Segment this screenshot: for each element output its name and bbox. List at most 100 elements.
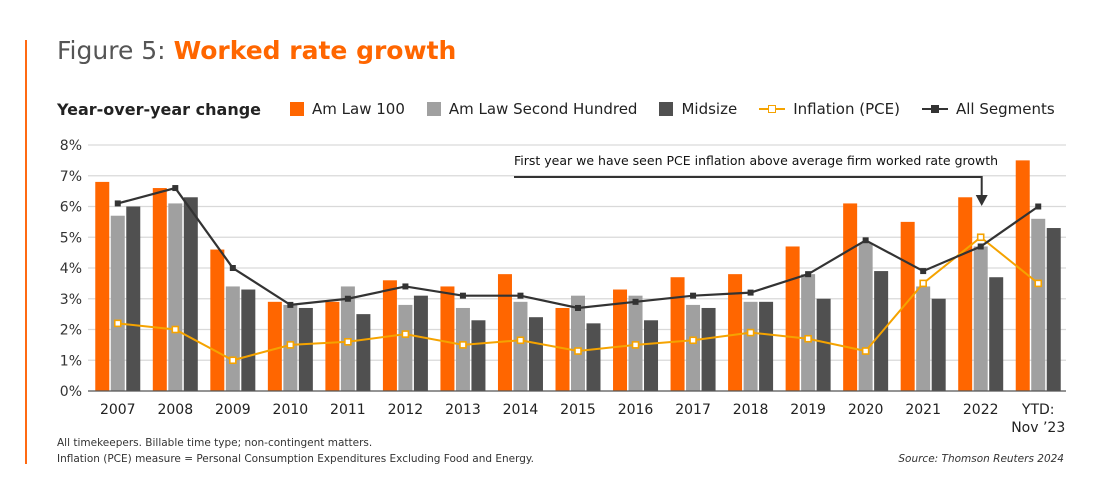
point-all-segments [575,304,581,311]
bar-am-law-100 [843,203,858,391]
bar-midsize [126,206,141,391]
point-all-segments [632,298,639,305]
footnote-2: Inflation (PCE) measure = Personal Consu… [57,453,534,465]
chart-title: Worked rate growth [173,36,457,65]
legend-item-second-hundred: Am Law Second Hundred [426,100,638,118]
bar-midsize [1046,228,1061,391]
annotation-arrow-line [514,176,983,198]
legend-line [759,102,786,116]
legend-item-inflation: Inflation (PCE) [759,100,900,118]
legend-item-amlaw100: Am Law 100 [290,100,405,118]
bar-am-law-second-hundred [1031,218,1046,391]
y-tick-label: 8% [60,138,82,154]
figure-title: Figure 5: Worked rate growth [57,36,456,65]
point-inflation [401,330,410,338]
x-tick-label: Nov ’23 [1011,420,1065,436]
legend-swatch [426,102,441,116]
point-inflation [113,319,122,328]
point-all-segments [517,292,524,299]
chart-subtitle: Year-over-year change [57,100,262,119]
x-tick-label: 2007 [100,402,136,418]
point-inflation [804,334,812,343]
x-tick-label: 2012 [388,402,424,418]
bar-am-law-100 [613,289,628,391]
point-inflation [459,341,467,349]
bar-midsize [356,314,371,391]
footnote-1: All timekeepers. Billable time type; non… [57,437,373,449]
x-tick-label: 2013 [445,402,481,418]
legend-swatch [659,102,674,116]
legend-label: Am Law Second Hundred [448,100,638,118]
point-all-segments [920,268,927,275]
x-tick-label: 2020 [848,402,884,418]
legend-label: All Segments [955,100,1055,118]
bar-midsize [413,295,428,391]
x-tick-label: 2019 [790,402,826,418]
point-all-segments [287,301,294,308]
x-tick-label: 2017 [675,402,711,418]
bar-am-law-second-hundred [513,301,528,391]
point-inflation [516,336,525,345]
bar-am-law-second-hundred [110,215,125,391]
y-tick-label: 5% [60,230,82,246]
bar-midsize [586,323,601,391]
bar-midsize [298,307,313,391]
point-all-segments [747,289,754,296]
bar-midsize [183,197,198,391]
source-note: Source: Thomson Reuters 2024 [898,453,1064,465]
point-inflation [229,356,237,365]
bar-am-law-100 [210,249,225,391]
point-inflation [171,325,180,334]
bar-midsize [644,320,659,391]
bar-am-law-100 [1015,160,1030,391]
annotation-arrowhead [975,195,988,206]
bar-midsize [701,307,716,391]
point-inflation [286,341,295,349]
x-tick-label: 2011 [330,402,366,418]
point-inflation [1034,279,1043,288]
point-inflation [976,233,985,242]
bar-am-law-100 [325,301,340,391]
point-inflation [574,347,582,355]
point-all-segments [459,292,466,299]
point-inflation [861,347,870,355]
point-all-segments [172,185,179,192]
bar-am-law-100 [555,307,570,391]
point-all-segments [690,292,697,299]
bar-am-law-100 [267,301,282,391]
bar-am-law-100 [728,274,743,391]
point-all-segments [402,283,409,290]
figure-label: Figure 5: [57,36,174,65]
y-tick-label: 1% [60,353,82,369]
y-tick-label: 2% [60,323,82,339]
bar-am-law-second-hundred [168,203,183,391]
x-tick-label: 2021 [905,402,941,418]
y-tick-label: 7% [60,169,82,185]
bar-midsize [759,301,774,391]
bar-am-law-100 [670,277,685,391]
accent-rule [25,40,27,464]
bar-am-law-second-hundred [858,243,873,391]
point-all-segments [229,265,236,271]
bar-midsize [528,317,543,391]
x-tick-label: 2014 [503,402,539,418]
bar-midsize [931,298,946,391]
y-tick-label: 0% [60,384,82,400]
bar-am-law-second-hundred [973,246,988,391]
x-tick-label: 2010 [273,402,309,418]
bar-am-law-100 [440,286,455,391]
bar-am-law-second-hundred [571,295,585,391]
x-tick-label: 2018 [733,402,769,418]
y-tick-label: 6% [60,200,82,216]
legend-swatch [290,102,304,116]
legend: Am Law 100 Am Law Second Hundred Midsize… [290,100,1077,118]
x-tick-label: 2015 [560,402,596,418]
x-tick-label: 2016 [618,402,654,418]
bar-am-law-second-hundred [455,307,470,391]
point-inflation [919,279,927,288]
point-all-segments [805,271,812,278]
bar-midsize [471,320,486,391]
legend-label: Inflation (PCE) [793,100,900,118]
y-tick-label: 4% [60,261,82,277]
